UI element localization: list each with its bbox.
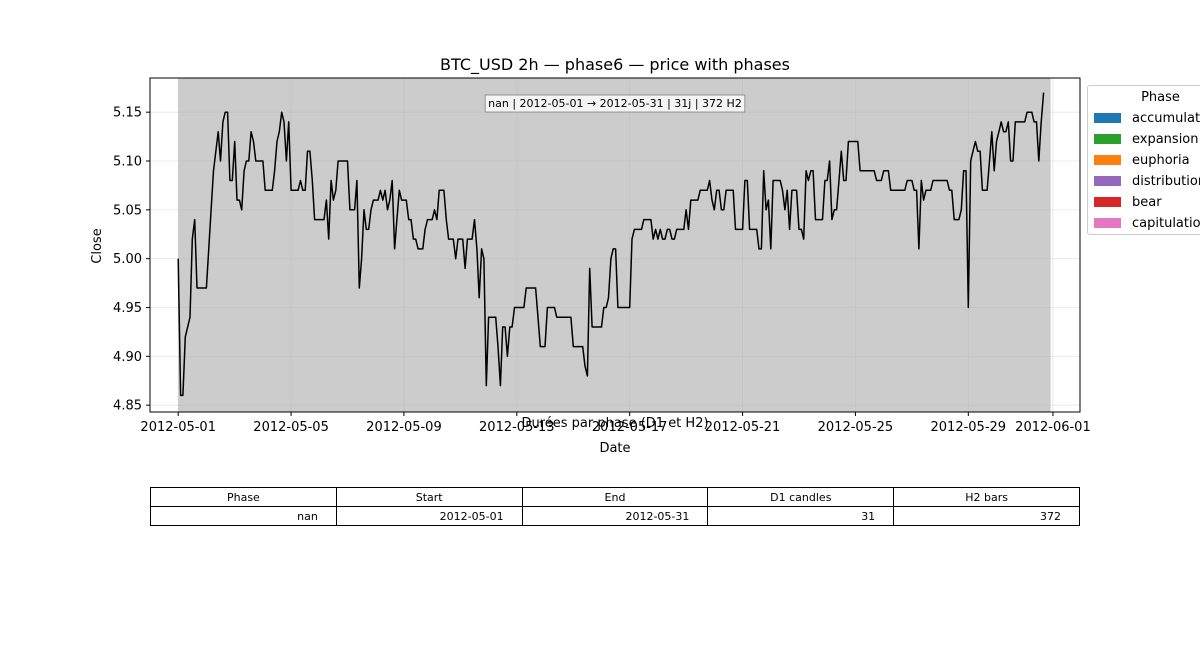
x-tick-label: 2012-05-05 [253,420,329,435]
phase-annotation: nan | 2012-05-01 → 2012-05-31 | 31j | 37… [488,97,742,110]
y-tick-label: 4.95 [113,301,142,316]
table-cell: 31 [707,506,895,526]
table-header-cell: D1 candles [707,487,895,507]
table-header-cell: End [521,487,709,507]
x-axis-label: Date [599,441,630,456]
legend-swatch [1094,155,1121,165]
legend-label: accumulation [1132,110,1200,126]
legend-swatch [1094,113,1121,123]
phase-duration-table: Phase Start End D1 candles H2 bars nan 2012-0… [150,487,1080,526]
y-tick-label: 5.05 [113,203,142,218]
legend-label: distribution [1132,173,1200,189]
y-tick-label: 4.90 [113,350,142,365]
legend-label: bear [1132,194,1162,210]
legend-swatch [1094,134,1121,144]
annotation-box [484,94,746,113]
x-tick-label: 2012-05-13 [479,420,555,435]
x-tick-label: 2012-05-21 [705,420,781,435]
legend-swatch [1094,176,1121,186]
table-header-cell: H2 bars [893,487,1080,507]
y-axis: 4.85 4.90 4.95 5.00 5.05 5.10 5.15 [113,106,150,414]
x-tick-label: 2012-05-01 [140,420,216,435]
x-tick-label: 2012-05-09 [366,420,442,435]
price-line [177,92,1045,397]
table-cell: nan [150,506,337,526]
table-row: nan 2012-05-01 2012-05-31 31 372 [150,506,1080,526]
table-header-row: Phase Start End D1 candles H2 bars [150,487,1080,507]
legend-title: Phase [1141,90,1180,105]
table-cell: 372 [893,506,1080,526]
y-tick-label: 4.85 [113,399,142,414]
table-cell: 2012-05-01 [335,506,523,526]
legend-label: euphoria [1132,152,1190,168]
legend-item-expansion: expansion [1094,130,1199,148]
x-tick-label: 2012-06-01 [1015,420,1091,435]
y-tick-label: 5.00 [113,252,142,267]
legend: Phase accumulation expansion euphoria distr… [1087,85,1200,235]
phase-band [178,78,1051,412]
x-tick-label: 2012-05-25 [818,420,894,435]
legend-swatch [1094,197,1121,207]
table-header-cell: Start [335,487,523,507]
legend-item-distribution: distribution [1094,172,1200,190]
legend-item-bear: bear [1094,193,1162,211]
legend-label: capitulation [1132,215,1200,231]
legend-item-euphoria: euphoria [1094,151,1190,169]
plot-area: nan | 2012-05-01 → 2012-05-31 | 31j | 37… [149,77,1081,413]
y-axis-label: Close [90,228,105,263]
plot-frame [149,77,1081,413]
x-tick-label: 2012-05-29 [931,420,1007,435]
chart-title: BTC_USD 2h — phase6 — price with phases [440,55,790,75]
y-tick-label: 5.15 [113,106,142,121]
x-axis: 2012-05-01 2012-05-05 2012-05-09 2012-05-13… [140,412,1091,435]
legend-swatch [1094,218,1121,228]
legend-label: expansion [1132,131,1199,147]
legend-item-accumulation: accumulation [1094,109,1200,127]
table-title: Durées par phase (D1 et H2) [521,416,708,431]
y-tick-label: 5.10 [113,155,142,170]
legend-item-capitulation: capitulation [1094,214,1200,232]
table-header-cell: Phase [150,487,337,507]
table-cell: 2012-05-31 [521,506,709,526]
x-tick-label: 2012-05-17 [592,420,668,435]
